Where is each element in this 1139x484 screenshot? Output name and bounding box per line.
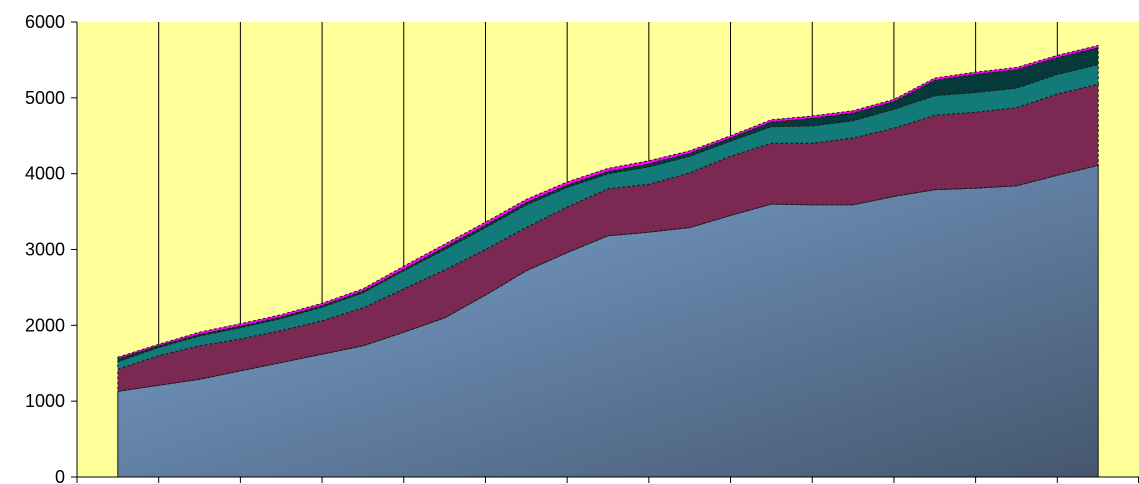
y-tick-label: 4000 <box>25 164 65 184</box>
axes-group <box>71 21 1139 483</box>
area-series-group <box>117 44 1099 478</box>
y-tick-label: 1000 <box>25 391 65 411</box>
y-tick-label: 5000 <box>25 88 65 108</box>
y-tick-label: 2000 <box>25 315 65 335</box>
y-tick-label: 6000 <box>25 12 65 32</box>
area-series-1 <box>117 83 1099 392</box>
y-tick-label: 3000 <box>25 240 65 260</box>
y-tick-label: 0 <box>55 467 65 484</box>
area-series-3 <box>117 47 1099 363</box>
y-tick-labels: 0 1000 2000 3000 4000 5000 6000 <box>25 12 65 484</box>
